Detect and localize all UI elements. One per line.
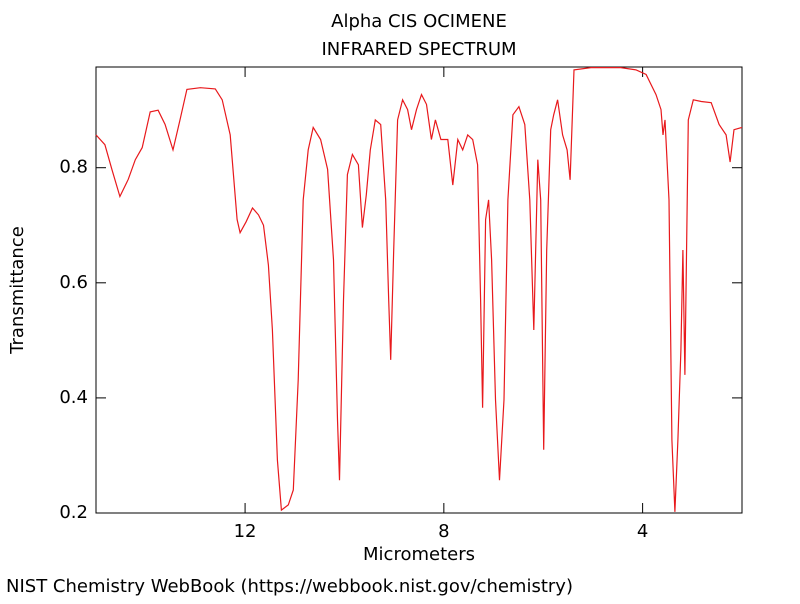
x-tick-label: 12 (234, 521, 257, 542)
x-tick-label: 8 (438, 521, 449, 542)
chart-title: Alpha CIS OCIMENE (331, 11, 507, 32)
plot-frame (95, 66, 743, 514)
x-tick-label: 4 (637, 521, 648, 542)
chart-subtitle: INFRARED SPECTRUM (321, 39, 516, 60)
source-note: NIST Chemistry WebBook (https://webbook.… (6, 576, 573, 597)
y-axis-label: Transmittance (7, 226, 28, 355)
y-tick-label: 0.6 (59, 272, 88, 293)
y-tick-label: 0.2 (59, 502, 88, 523)
x-axis-label: Micrometers (363, 544, 475, 565)
y-tick-label: 0.8 (59, 157, 88, 178)
y-tick-label: 0.4 (59, 387, 88, 408)
spectrum-line (95, 67, 743, 512)
